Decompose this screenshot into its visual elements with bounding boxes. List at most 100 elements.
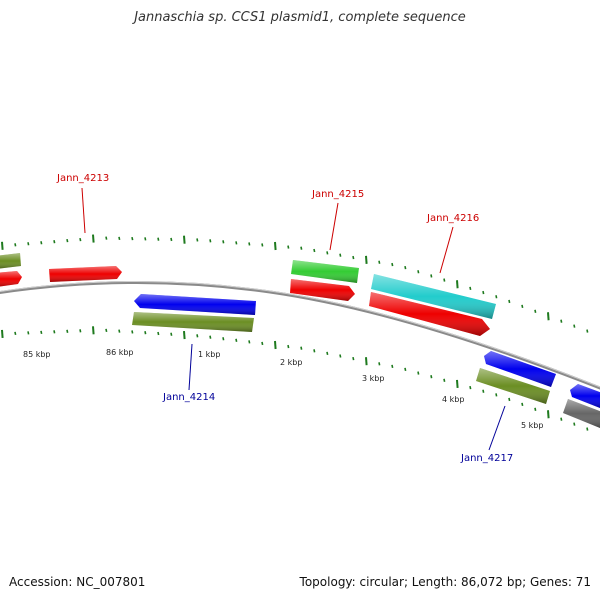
inner-tick	[326, 351, 329, 356]
inner-tick	[40, 330, 43, 335]
inner-tick	[521, 402, 524, 407]
gene-feature[interactable]	[134, 294, 256, 315]
inner-tick	[495, 393, 498, 397]
backbone-arc	[0, 280, 600, 390]
gene-label-jann-4214[interactable]: Jann_4214	[162, 392, 215, 403]
inner-tick	[222, 337, 225, 341]
inner-tick	[443, 378, 446, 382]
inner-tick	[183, 330, 186, 340]
gene-feature[interactable]	[291, 260, 359, 283]
tick-label-86kbp: 86 kbp	[106, 348, 134, 357]
leader-line-jann-4216	[439, 226, 454, 274]
inner-tick	[118, 329, 121, 333]
tick-label-4kbp: 4 kbp	[442, 395, 464, 404]
outer-tick	[391, 262, 394, 267]
gene-feature[interactable]	[0, 253, 21, 269]
inner-tick	[365, 357, 368, 366]
inner-tick	[170, 332, 173, 336]
outer-tick	[40, 241, 43, 245]
inner-tick	[573, 422, 576, 426]
inner-tick	[391, 364, 394, 369]
inner-tick	[586, 427, 589, 431]
outer-tick	[508, 299, 511, 304]
gene-feature[interactable]	[369, 292, 490, 336]
inner-tick	[560, 417, 563, 421]
outer-tick	[235, 241, 238, 245]
outer-tick	[326, 251, 329, 255]
inner-tick	[261, 341, 264, 346]
gene-feature[interactable]	[0, 271, 22, 287]
inner-tick	[79, 329, 82, 333]
inner-tick	[508, 397, 511, 402]
gene-feature[interactable]	[563, 399, 600, 428]
inner-tick	[131, 330, 134, 334]
outer-tick	[417, 270, 420, 274]
outer-tick	[586, 329, 589, 333]
inner-tick	[196, 334, 199, 338]
gene-label-jann-4217[interactable]: Jann_4217	[460, 453, 513, 464]
inner-tick	[339, 354, 342, 358]
outer-tick	[456, 280, 459, 289]
inner-tick	[248, 340, 251, 344]
map-title: Jannaschia sp. CCS1 plasmid1, complete s…	[134, 10, 466, 25]
gene-feature[interactable]	[49, 266, 122, 282]
outer-tick	[482, 290, 485, 295]
outer-tick	[521, 304, 524, 309]
outer-tick	[573, 324, 576, 328]
gene-feature[interactable]	[570, 384, 600, 408]
gene-label-jann-4213[interactable]: Jann_4213	[56, 173, 109, 184]
outer-tick	[534, 309, 537, 313]
inner-tick	[430, 375, 433, 379]
inner-tick	[53, 330, 56, 334]
outer-tick	[339, 253, 342, 257]
outer-tick	[14, 243, 17, 247]
outer-tick	[170, 237, 173, 242]
outer-tick	[248, 242, 251, 246]
outer-tick	[209, 239, 212, 243]
outer-tick	[274, 241, 277, 251]
outer-tick	[1, 241, 4, 250]
outer-tick	[300, 246, 303, 250]
outer-tick	[287, 245, 290, 249]
gene-label-jann-4215[interactable]: Jann_4215	[311, 189, 364, 200]
tick-label-3kbp: 3 kbp	[362, 374, 384, 383]
leader-line-jann-4213	[81, 187, 86, 234]
gene-feature[interactable]	[484, 351, 556, 387]
backbone-arc-highlight	[0, 280, 600, 388]
outer-tick	[79, 237, 82, 242]
outer-tick	[430, 274, 433, 278]
outer-tick	[53, 240, 56, 244]
gene-feature[interactable]	[476, 368, 550, 404]
inner-tick	[417, 371, 420, 375]
outer-tick	[66, 238, 69, 243]
outer-tick	[443, 278, 446, 282]
tick-label-85kbp: 85 kbp	[23, 350, 51, 359]
inner-tick	[378, 362, 381, 366]
outer-tick	[313, 248, 316, 253]
gene-label-jann-4216[interactable]: Jann_4216	[426, 213, 479, 224]
inner-tick	[547, 410, 550, 419]
outer-tick	[469, 286, 472, 291]
outer-tick	[131, 236, 134, 241]
outer-tick	[157, 237, 160, 241]
gene-feature[interactable]	[371, 274, 496, 319]
inner-tick	[352, 356, 355, 361]
tick-label-5kbp: 5 kbp	[521, 421, 543, 430]
inner-tick	[92, 326, 95, 335]
gene-feature[interactable]	[132, 312, 254, 332]
outer-tick	[183, 235, 186, 244]
outer-tick	[27, 242, 30, 246]
inner-tick	[404, 367, 407, 372]
outer-tick	[352, 255, 355, 260]
outer-tick	[547, 312, 550, 321]
inner-tick	[14, 331, 17, 336]
inner-tick	[235, 338, 238, 342]
gene-feature[interactable]	[290, 279, 355, 301]
topology-stats-text: Topology: circular; Length: 86,072 bp; G…	[299, 575, 591, 589]
tick-marks	[1, 234, 589, 431]
outer-tick	[118, 236, 121, 241]
outer-tick	[378, 260, 381, 264]
inner-tick	[300, 346, 303, 350]
inner-tick	[66, 329, 69, 333]
